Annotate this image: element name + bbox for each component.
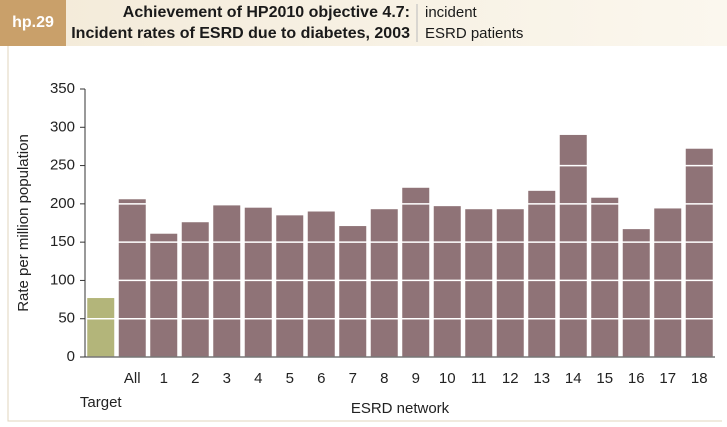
bar [622, 229, 650, 357]
y-tick-label: 250 [50, 157, 75, 174]
x-tick-label: 3 [223, 370, 231, 387]
x-tick-label: 5 [286, 370, 294, 387]
bar [150, 233, 178, 357]
bar [433, 206, 461, 357]
x-tick-label: 12 [502, 370, 519, 387]
bar [370, 209, 398, 357]
y-tick-label: 150 [50, 233, 75, 250]
chart-title: Achievement of HP2010 objective 4.7: [123, 4, 410, 21]
bar [685, 148, 713, 357]
x-tick-label: 11 [471, 370, 487, 387]
bar [339, 226, 367, 357]
bar [465, 209, 493, 357]
bar [654, 208, 682, 357]
x-tick-label: 4 [254, 370, 262, 387]
x-tick-label: Target [80, 394, 123, 411]
x-tick-label: 2 [191, 370, 199, 387]
x-tick-label: 1 [160, 370, 168, 387]
bar [276, 215, 304, 357]
bar [87, 298, 115, 357]
x-tick-label: 14 [565, 370, 582, 387]
y-tick-label: 0 [67, 348, 75, 365]
chart-code: hp.29 [12, 14, 54, 31]
bar [559, 134, 587, 357]
bar [496, 209, 524, 357]
x-tick-label: 18 [691, 370, 708, 387]
x-tick-label: 13 [533, 370, 550, 387]
code-box [0, 0, 66, 46]
chart-title: Incident rates of ESRD due to diabetes, … [71, 25, 410, 42]
bar [181, 222, 209, 357]
bar [528, 190, 556, 357]
x-tick-label: 16 [628, 370, 645, 387]
x-tick-label: 17 [659, 370, 676, 387]
y-tick-label: 50 [58, 310, 75, 327]
bar [244, 207, 272, 357]
y-tick-label: 300 [50, 118, 75, 135]
x-tick-label: 6 [317, 370, 325, 387]
bar [591, 197, 619, 357]
bar [118, 199, 146, 357]
x-tick-label: 10 [439, 370, 456, 387]
header-legend: incident [425, 4, 478, 21]
y-tick-label: 200 [50, 195, 75, 212]
bar [307, 211, 335, 357]
y-tick-label: 100 [50, 271, 75, 288]
frame [7, 46, 722, 422]
bar [402, 187, 430, 357]
y-tick-label: 350 [50, 80, 75, 97]
y-axis-label: Rate per million population [15, 134, 32, 312]
x-tick-label: 7 [349, 370, 357, 387]
x-tick-label: 8 [380, 370, 388, 387]
header-band [0, 0, 727, 46]
bar [213, 205, 241, 357]
x-tick-label: 15 [596, 370, 613, 387]
x-tick-label: 9 [412, 370, 420, 387]
header-legend: ESRD patients [425, 25, 523, 42]
x-axis-label: ESRD network [351, 400, 450, 417]
x-tick-label: All [124, 370, 141, 387]
